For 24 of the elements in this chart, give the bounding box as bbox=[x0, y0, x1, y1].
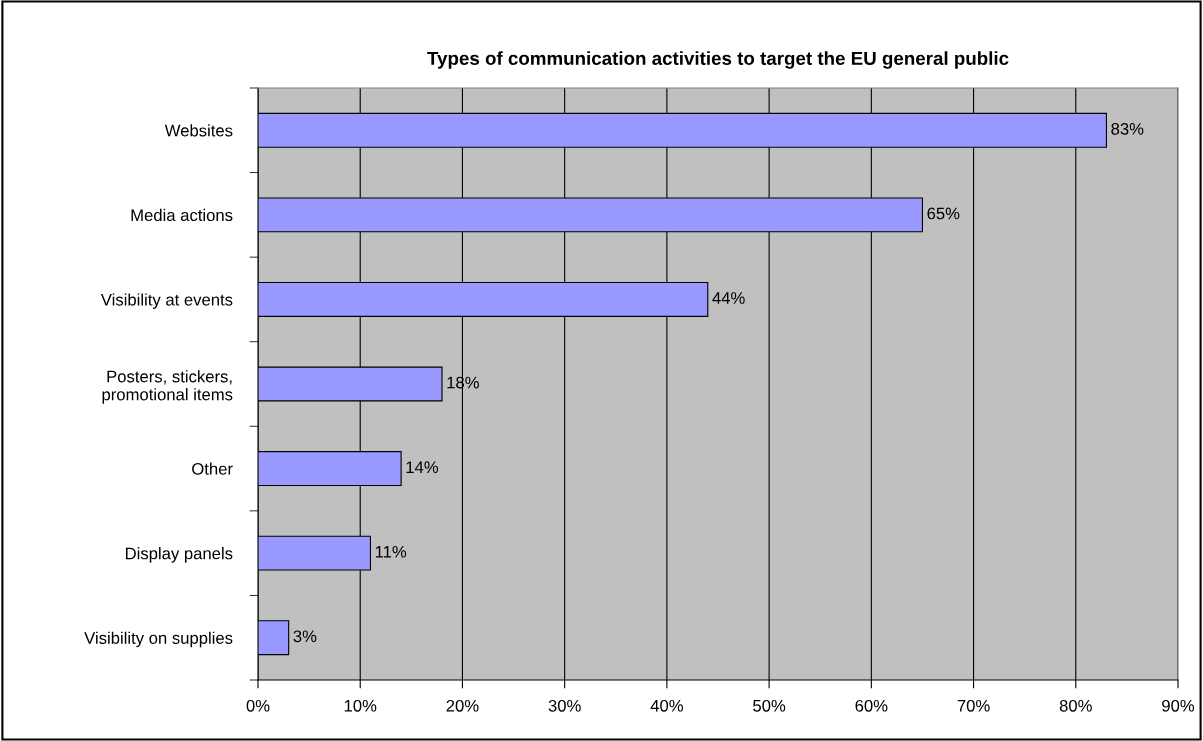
y-tick-label: Other bbox=[192, 462, 233, 475]
y-tick-label: Media actions bbox=[131, 208, 233, 222]
y-tick-label: Websites bbox=[164, 124, 233, 137]
x-tick-label: 60% bbox=[855, 699, 888, 712]
data-label: 65% bbox=[927, 207, 960, 220]
x-tick-label: 30% bbox=[548, 699, 581, 712]
x-tick-label: 20% bbox=[446, 699, 479, 712]
data-label: 44% bbox=[712, 292, 745, 304]
data-label: 83% bbox=[1111, 122, 1144, 135]
data-label: 11% bbox=[375, 545, 407, 558]
x-tick-label: 80% bbox=[1059, 699, 1092, 712]
x-tick-label: 70% bbox=[957, 699, 990, 712]
x-tick-label: 90% bbox=[1162, 699, 1195, 712]
y-tick-label: Display panels bbox=[125, 547, 233, 563]
data-label: 14% bbox=[406, 461, 439, 473]
data-label: 3% bbox=[293, 630, 317, 643]
x-tick-label: 10% bbox=[344, 699, 377, 712]
y-tick-label: Visibility on supplies bbox=[84, 631, 233, 648]
x-tick-label: 40% bbox=[650, 699, 683, 712]
y-tick-label: Visibility at events bbox=[100, 293, 233, 309]
chart-title: Types of communication activities to target the EU general public bbox=[427, 51, 1009, 69]
x-tick-label: 0% bbox=[246, 699, 270, 712]
x-tick-label: 50% bbox=[753, 699, 786, 712]
y-tick-label: Posters, stickers, promotional items bbox=[102, 370, 233, 404]
